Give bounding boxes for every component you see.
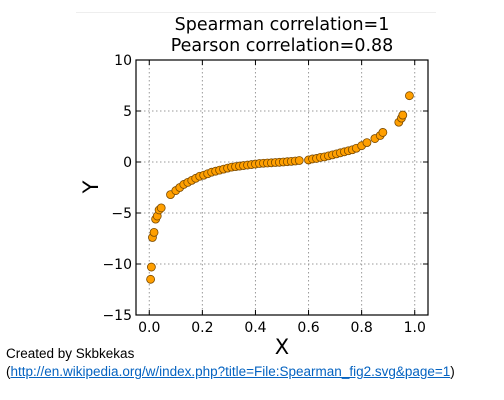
y-tick-label: 5 (123, 104, 132, 120)
source-close-paren: ) (450, 364, 455, 379)
chart-title-line-1: Spearman correlation=1 (175, 15, 390, 35)
x-tick-label: 0.2 (191, 320, 213, 336)
source-open-paren: ( (6, 364, 11, 379)
source-link[interactable]: http://en.wikipedia.org/w/index.php?titl… (10, 364, 451, 379)
data-point (146, 262, 156, 272)
y-tick-label: 10 (114, 53, 132, 69)
x-tick-label: 0.8 (351, 320, 373, 336)
y-axis-label: Y (79, 180, 103, 194)
data-point (378, 128, 388, 137)
top-divider (76, 12, 436, 13)
data-point (146, 274, 156, 284)
x-axis-label: X (275, 335, 289, 359)
data-point (149, 227, 159, 237)
data-points (146, 91, 414, 284)
chart-title-line-2: Pearson correlation=0.88 (171, 36, 394, 56)
y-tick-label: −10 (102, 257, 132, 273)
data-point (156, 203, 166, 213)
data-point (398, 110, 408, 120)
x-tick-label: 0.4 (244, 320, 266, 336)
data-point (294, 156, 304, 165)
x-tick-label: 0.0 (138, 320, 160, 336)
data-point (405, 91, 414, 101)
y-tick-label: −5 (111, 206, 132, 222)
plot-frame (135, 59, 429, 316)
credit-text: Created by Skbkekas (6, 346, 135, 361)
axis-ticks: 0.0 0.2 0.4 0.6 0.8 1.0 −15 −10 −5 0 5 10 (102, 53, 428, 336)
y-tick-label: −15 (102, 308, 132, 324)
data-point (362, 138, 372, 148)
y-tick-label: 0 (123, 155, 132, 171)
x-tick-label: 0.6 (297, 320, 319, 336)
source-line: (http://en.wikipedia.org/w/index.php?tit… (6, 364, 455, 379)
x-tick-label: 1.0 (404, 320, 426, 336)
